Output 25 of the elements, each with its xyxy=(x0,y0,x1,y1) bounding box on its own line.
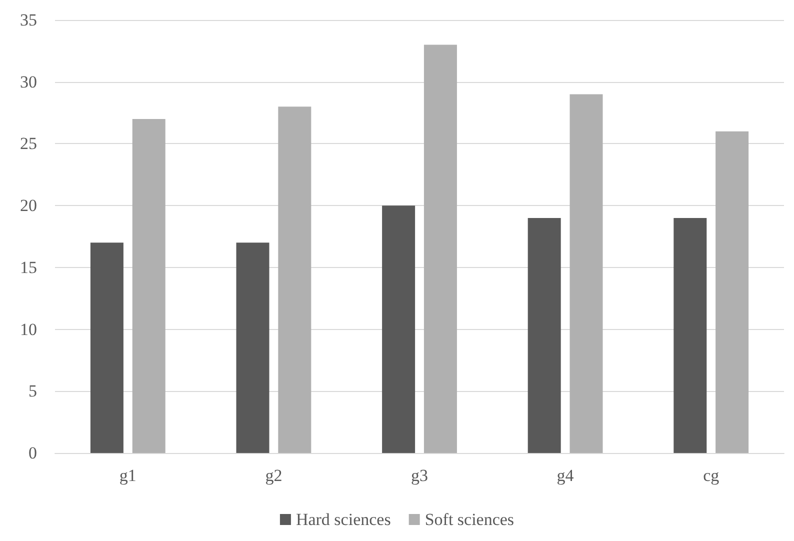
bar xyxy=(674,218,707,453)
bar xyxy=(236,242,270,453)
x-tick-label: g3 xyxy=(411,466,428,485)
y-tick-label: 35 xyxy=(20,10,37,30)
bar xyxy=(528,218,561,453)
bar xyxy=(570,94,603,453)
bar xyxy=(424,44,457,453)
legend-label: Soft sciences xyxy=(424,510,514,529)
legend-label: Hard sciences xyxy=(296,510,391,529)
bar xyxy=(382,206,416,453)
x-tick-label: cg xyxy=(703,466,720,485)
bar xyxy=(278,106,312,453)
bar xyxy=(716,131,749,453)
y-tick-label: 10 xyxy=(20,320,37,339)
x-tick-label: g2 xyxy=(265,466,282,485)
bar xyxy=(132,118,166,453)
y-tick-label: 15 xyxy=(20,258,37,277)
y-tick-label: 5 xyxy=(28,382,37,401)
bar xyxy=(90,242,124,453)
x-tick-label: g4 xyxy=(556,466,574,485)
y-tick-label: 0 xyxy=(28,444,37,462)
x-tick-label: g1 xyxy=(119,466,136,485)
y-tick-label: 30 xyxy=(20,72,37,92)
y-tick-label: 25 xyxy=(20,134,37,154)
y-tick-label: 20 xyxy=(20,196,37,216)
